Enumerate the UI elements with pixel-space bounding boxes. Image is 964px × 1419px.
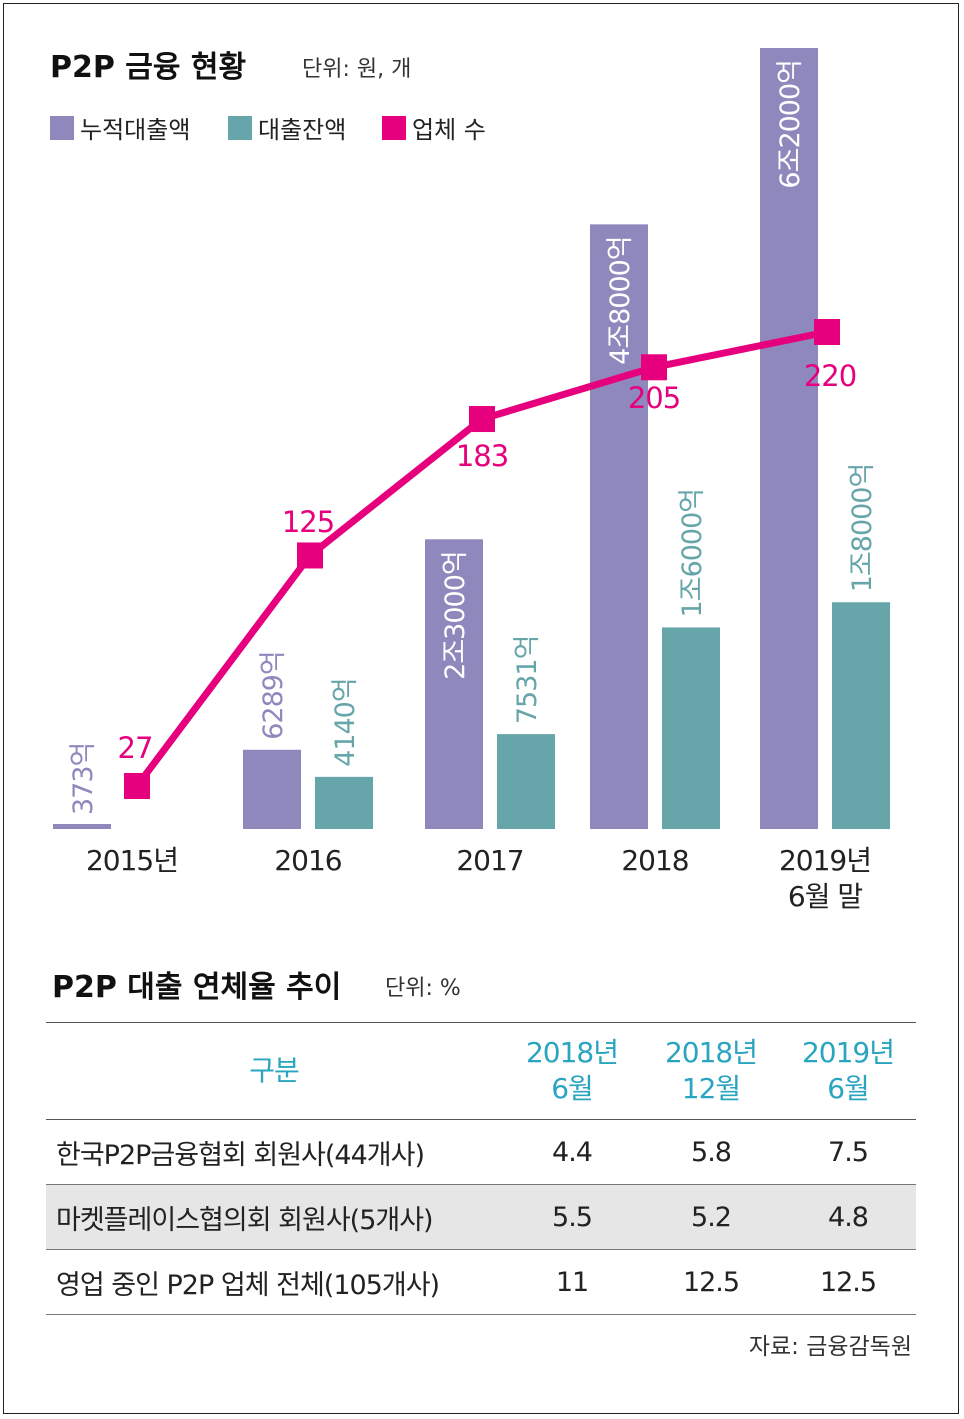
header-line: 2018년 [664,1036,758,1069]
cell-value: 4.8 [780,1184,916,1250]
loan-balance-bar [832,602,890,829]
company-count-marker [469,406,495,433]
table-row: 영업 중인 P2P 업체 전체(105개사) 11 12.5 12.5 [46,1249,916,1315]
category-label: 6월 말 [788,880,862,913]
cumulative-loan-bar [243,749,301,829]
row-name: 마켓플레이스협의회 회원사(5개사) [46,1184,502,1250]
company-count-marker [124,773,150,799]
cumulative-loan-bar [53,824,111,829]
header-2019-06: 2019년 6월 [780,1022,916,1120]
loan-balance-bar [662,627,720,829]
company-count-label: 27 [118,731,153,765]
chart-title: P2P 금융 현황 [50,50,246,85]
loan-balance-bar-label: 1조8000억 [847,464,878,593]
header-line: 6월 [551,1072,594,1105]
table-row: 한국P2P금융협회 회원사(44개사) 4.4 5.8 7.5 [46,1119,916,1185]
cell-value: 5.8 [642,1119,780,1185]
cell-value: 7.5 [780,1119,916,1185]
row-name: 영업 중인 P2P 업체 전체(105개사) [46,1249,502,1315]
loan-balance-bar [497,734,555,829]
row-name: 한국P2P금융협회 회원사(44개사) [46,1119,502,1185]
category-label: 2017 [456,844,523,877]
company-count-marker [297,542,323,569]
header-category: 구분 [46,1022,502,1120]
header-2018-06: 2018년 6월 [502,1022,642,1120]
header-line: 2018년 [525,1036,619,1069]
company-count-marker [814,319,840,345]
legend-swatch [50,116,74,140]
cumulative-loan-bar-label: 2조3000억 [440,551,471,680]
header-line: 6월 [827,1072,870,1105]
p2p-finance-chart: P2P 금융 현황 단위: 원, 개 누적대출액 대출잔액 업체 수 373억 628… [50,48,890,913]
table-title: P2P 대출 연체율 추이 [52,970,342,1005]
cell-value: 12.5 [642,1249,780,1315]
table-row: 마켓플레이스협의회 회원사(5개사) 5.5 5.2 4.8 [46,1184,916,1250]
company-count-line: 27 125 183 205 220 [118,319,857,799]
bars: 373억 6289억 4140억 2조3000억 7531억 4조8000억 1조6000억… [53,48,890,829]
cumulative-loan-bar [425,539,483,829]
legend-label: 대출잔액 [258,116,346,144]
cumulative-loan-bar-label: 6289억 [258,651,289,740]
header-2018-12: 2018년 12월 [642,1022,780,1120]
category-label: 2019년 [779,844,871,877]
cell-value: 11 [502,1249,642,1315]
cumulative-loan-bar [590,224,648,829]
table-unit: 단위: % [385,976,461,1001]
company-count-label: 125 [282,505,334,539]
cell-value: 12.5 [780,1249,916,1315]
loan-balance-bar-label: 7531억 [512,636,543,725]
category-label: 2018 [621,844,688,877]
delinquency-table: 구분 2018년 6월 2018년 12월 2019년 6월 한국P2P금융협회 회원… [46,1022,916,1315]
loan-balance-bar-label: 4140억 [330,678,361,767]
cumulative-loan-bar-label: 4조8000억 [605,236,636,365]
cumulative-loan-bar-label: 373억 [68,743,99,815]
company-count-label: 220 [804,359,856,393]
chart-unit: 단위: 원, 개 [302,57,411,82]
source-note: 자료: 금융감독원 [748,1334,912,1360]
cell-value: 5.5 [502,1184,642,1250]
header-line: 12월 [681,1072,741,1105]
legend-swatch [228,116,252,140]
cumulative-loan-bar [760,48,818,829]
company-count-label: 183 [456,439,508,473]
company-count-label: 205 [628,381,680,415]
chart-legend: 누적대출액 대출잔액 업체 수 [50,116,486,144]
legend-label: 누적대출액 [80,116,190,144]
legend-swatch [382,116,406,140]
legend-label: 업체 수 [412,116,486,144]
cell-value: 5.2 [642,1184,780,1250]
loan-balance-bar-label: 1조6000억 [677,489,708,618]
cumulative-loan-bar-label: 6조2000억 [775,60,806,189]
category-label: 2016 [274,844,341,877]
table-header-row: 구분 2018년 6월 2018년 12월 2019년 6월 [46,1022,916,1120]
frame-border [3,3,959,1414]
company-count-marker [641,354,667,381]
category-label: 2015년 [86,844,178,877]
header-line: 2019년 [801,1036,895,1069]
cell-value: 4.4 [502,1119,642,1185]
loan-balance-bar [315,776,373,829]
